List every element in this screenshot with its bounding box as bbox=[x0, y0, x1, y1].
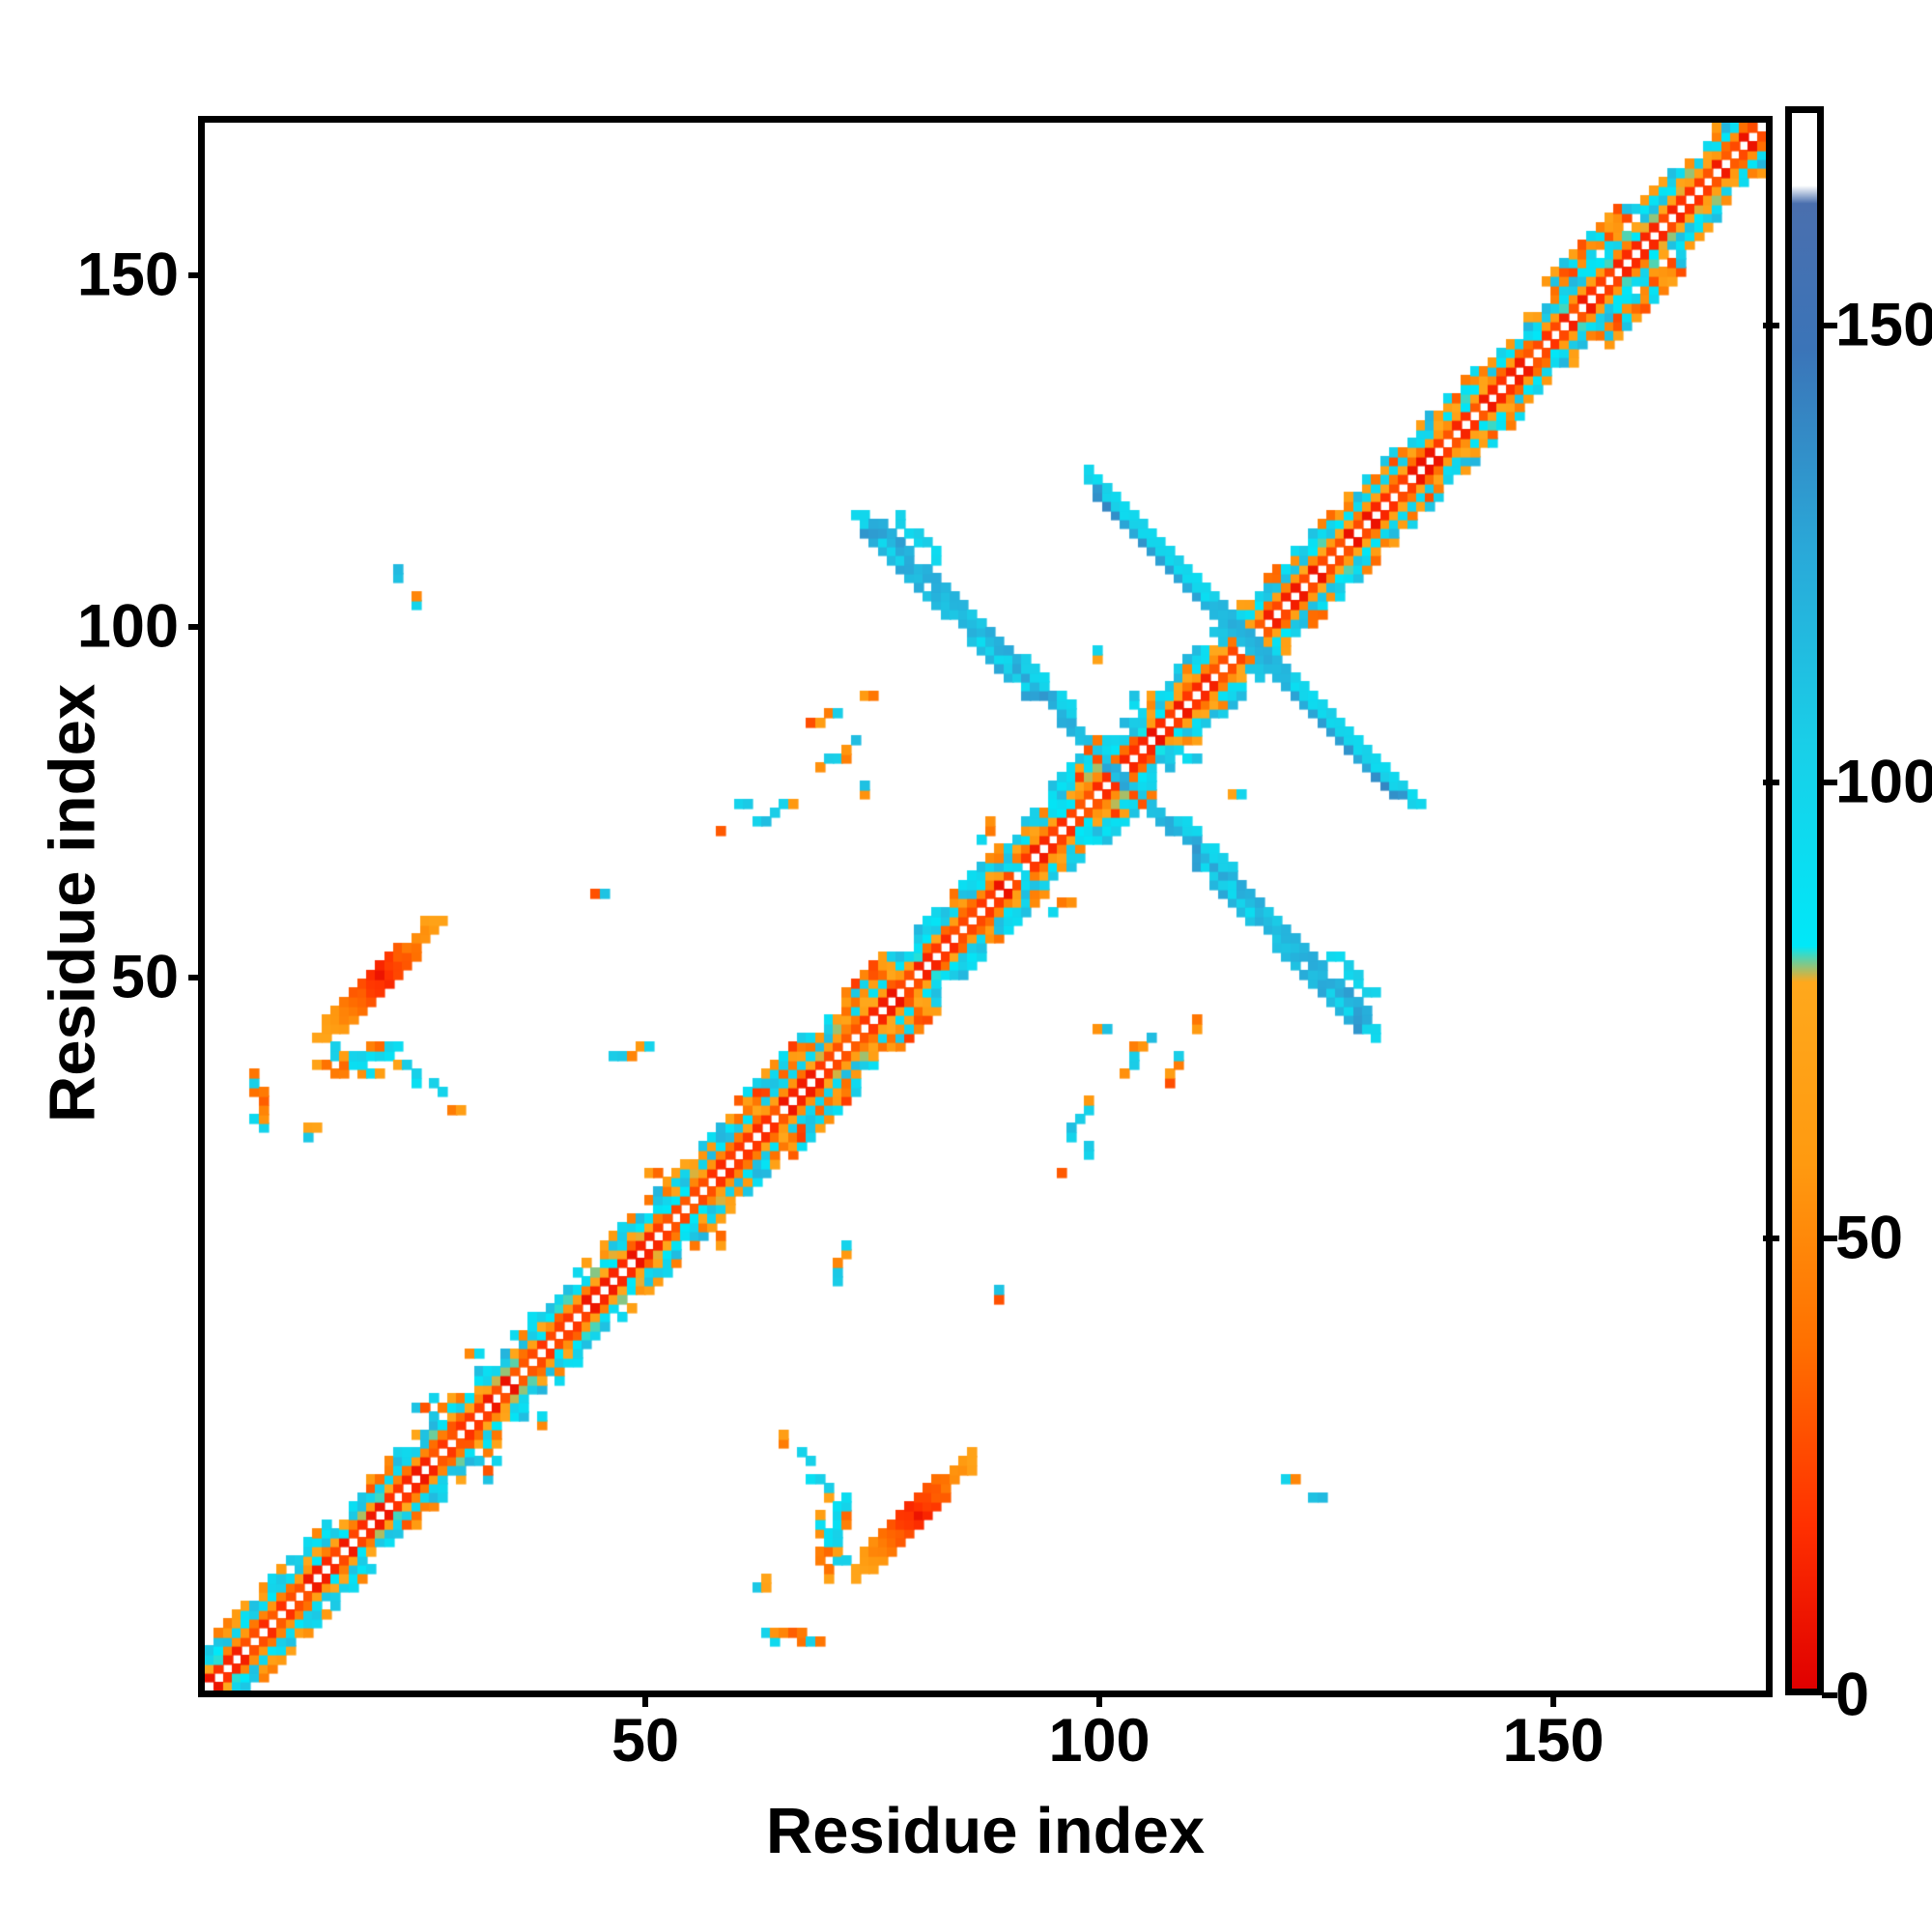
colorbar-label-150: 150 bbox=[1835, 291, 1932, 359]
colorbar-border bbox=[1785, 106, 1824, 1695]
colorbar-tick-150 bbox=[1822, 322, 1837, 328]
colorbar-label-50: 50 bbox=[1835, 1204, 1904, 1272]
contact-map-plot bbox=[198, 116, 1773, 1697]
y-tick-label-100: 100 bbox=[76, 592, 179, 660]
y-tick-50 bbox=[188, 975, 205, 980]
x-axis-title: Residue index bbox=[765, 1795, 1206, 1867]
y-axis-title: Residue index bbox=[36, 683, 109, 1123]
y-tick-100 bbox=[188, 623, 205, 630]
colorbar-tick-50 bbox=[1822, 1236, 1837, 1242]
x-tick-label-150: 150 bbox=[1502, 1707, 1605, 1775]
plot-right-tick-100 bbox=[1763, 779, 1779, 785]
x-tick-label-50: 50 bbox=[611, 1707, 680, 1775]
contact-matrix bbox=[205, 123, 1766, 1690]
x-tick-label-100: 100 bbox=[1048, 1707, 1151, 1775]
colorbar-tick-0 bbox=[1822, 1692, 1837, 1698]
colorbar-label-0: 0 bbox=[1835, 1661, 1870, 1729]
x-tick-100 bbox=[1096, 1690, 1102, 1707]
x-tick-150 bbox=[1550, 1690, 1556, 1707]
x-tick-50 bbox=[642, 1690, 648, 1707]
y-tick-label-50: 50 bbox=[110, 943, 179, 1011]
y-tick-150 bbox=[188, 272, 205, 278]
plot-right-tick-150 bbox=[1763, 322, 1779, 328]
colorbar-label-100: 100 bbox=[1835, 748, 1932, 816]
colorbar-tick-100 bbox=[1822, 779, 1837, 785]
plot-right-tick-50 bbox=[1763, 1236, 1779, 1242]
y-tick-label-150: 150 bbox=[76, 241, 179, 309]
colorbar-gradient bbox=[1792, 113, 1817, 1689]
colorbar bbox=[1785, 106, 1824, 1695]
